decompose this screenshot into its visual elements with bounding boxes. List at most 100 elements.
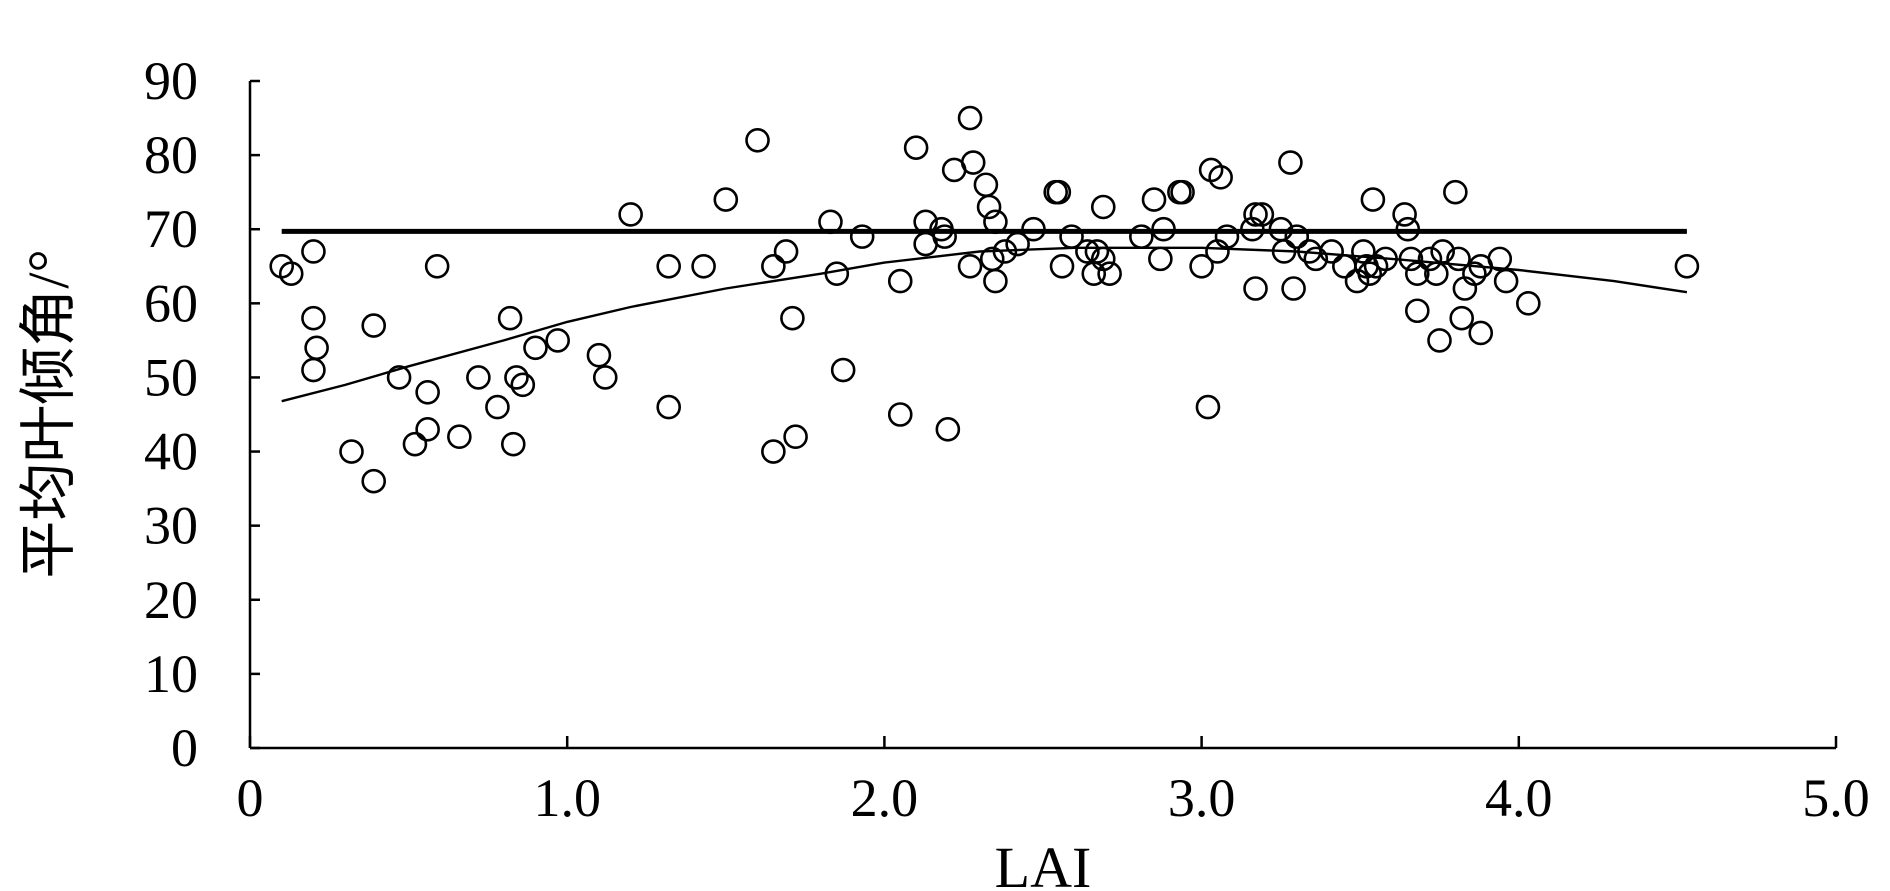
data-point [361, 468, 387, 494]
data-point [1097, 261, 1122, 286]
data-point [1281, 276, 1306, 301]
data-point [523, 335, 548, 361]
x-tick-label: 2.0 [851, 768, 919, 828]
data-point [1148, 246, 1173, 272]
x-axis-title: LAI [995, 835, 1092, 891]
y-tick-label: 90 [144, 51, 198, 111]
data-point [1404, 298, 1430, 324]
data-point [618, 202, 643, 227]
data-point [830, 357, 856, 383]
data-point [1360, 187, 1386, 212]
data-point [1487, 246, 1513, 272]
data-point [510, 372, 536, 398]
data-point [1303, 246, 1329, 272]
data-point [932, 224, 957, 249]
data-point [1046, 179, 1072, 205]
data-point [1170, 179, 1195, 205]
data-point [1189, 253, 1214, 279]
data-point [447, 424, 472, 450]
data-point [1446, 246, 1471, 272]
data-point [935, 417, 961, 442]
data-point [1449, 305, 1475, 331]
data-point [960, 150, 986, 175]
data-point [424, 253, 450, 279]
data-point [887, 268, 913, 294]
data-point [713, 187, 739, 212]
data-point [497, 305, 523, 331]
data-point [304, 335, 329, 361]
y-tick-label: 20 [144, 570, 198, 630]
data-point [1319, 239, 1344, 264]
data-point [1208, 165, 1233, 190]
plot-area [269, 105, 1700, 494]
data-point [745, 127, 770, 153]
y-tick-label: 70 [144, 199, 198, 259]
data-point [278, 261, 304, 286]
x-tick-label: 1.0 [533, 768, 601, 828]
y-axis-title: 平均叶倾角/° [16, 249, 81, 578]
fit-curve [281, 246, 1688, 403]
data-point [301, 239, 326, 264]
data-point [1141, 187, 1167, 212]
data-point [402, 431, 428, 457]
data-point [1462, 261, 1487, 286]
x-tick-label: 3.0 [1168, 768, 1236, 828]
data-point [586, 342, 612, 368]
y-tick-label: 60 [144, 273, 198, 333]
data-point [592, 365, 618, 390]
data-point [1284, 224, 1310, 249]
data-point [761, 253, 786, 279]
data-point [415, 379, 440, 405]
data-point [361, 313, 387, 338]
data-point [1243, 202, 1268, 227]
x-ticks: 0 1.0 2.0 3.0 4.0 5.0 [237, 736, 1870, 828]
data-point [1243, 276, 1268, 301]
y-tick-label: 10 [144, 644, 198, 704]
data-point [691, 253, 716, 279]
data-point [545, 328, 570, 353]
data-point [1084, 239, 1110, 264]
data-point [973, 172, 999, 198]
data-point [301, 357, 326, 383]
data-point [1075, 239, 1100, 264]
x-tick-label: 4.0 [1485, 768, 1553, 828]
y-tick-label: 0 [171, 718, 198, 778]
data-point [903, 135, 929, 160]
data-point [656, 253, 682, 279]
y-tick-label: 80 [144, 125, 198, 185]
data-point [301, 305, 326, 331]
data-point [773, 239, 799, 264]
data-point [957, 253, 983, 279]
data-point [1090, 194, 1116, 220]
data-point [1493, 268, 1519, 294]
data-point [1468, 320, 1494, 346]
data-point [1392, 202, 1417, 227]
data-point [504, 365, 529, 390]
y-tick-label: 40 [144, 422, 198, 482]
data-point [1443, 179, 1468, 205]
data-point [976, 194, 1002, 220]
data-point [957, 105, 983, 131]
data-point [1278, 150, 1303, 175]
y-ticks: 0 10 20 30 40 50 60 70 80 90 [144, 51, 260, 778]
data-point [824, 261, 850, 286]
data-point [466, 365, 491, 390]
data-point [1195, 394, 1221, 420]
data-point [415, 417, 440, 442]
data-point [1674, 253, 1700, 279]
data-point [339, 439, 364, 464]
data-point [1516, 291, 1541, 316]
data-point [983, 268, 1008, 294]
axes [248, 81, 1836, 750]
data-point [1351, 239, 1376, 264]
x-tick-label: 5.0 [1802, 768, 1870, 828]
data-point [485, 394, 510, 420]
data-point [1417, 246, 1443, 272]
x-tick-label: 0 [237, 768, 264, 828]
data-point [1427, 328, 1452, 353]
data-point [656, 394, 682, 420]
y-tick-label: 50 [144, 347, 198, 407]
data-point [780, 305, 805, 331]
data-point [1332, 253, 1357, 279]
